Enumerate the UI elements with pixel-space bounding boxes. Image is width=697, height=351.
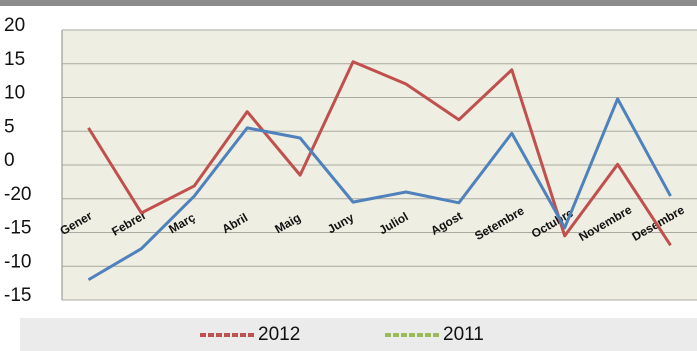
y-tick-label: 5 — [4, 116, 15, 137]
legend-band — [20, 318, 697, 351]
y-tick-label: 10 — [4, 83, 25, 104]
legend-label: 2012 — [258, 324, 300, 345]
y-tick-label: -10 — [4, 251, 31, 272]
top-bar — [0, 0, 697, 6]
y-tick-label: -15 — [4, 285, 31, 306]
series-line — [87, 97, 672, 282]
y-tick-label: -15 — [4, 218, 31, 239]
series-line — [87, 60, 672, 247]
y-tick-label: 0 — [4, 150, 15, 171]
y-tick-label: 15 — [4, 49, 25, 70]
y-tick-label: -20 — [4, 184, 31, 205]
legend-label: 2011 — [443, 324, 484, 345]
y-tick-label: 20 — [4, 15, 25, 36]
